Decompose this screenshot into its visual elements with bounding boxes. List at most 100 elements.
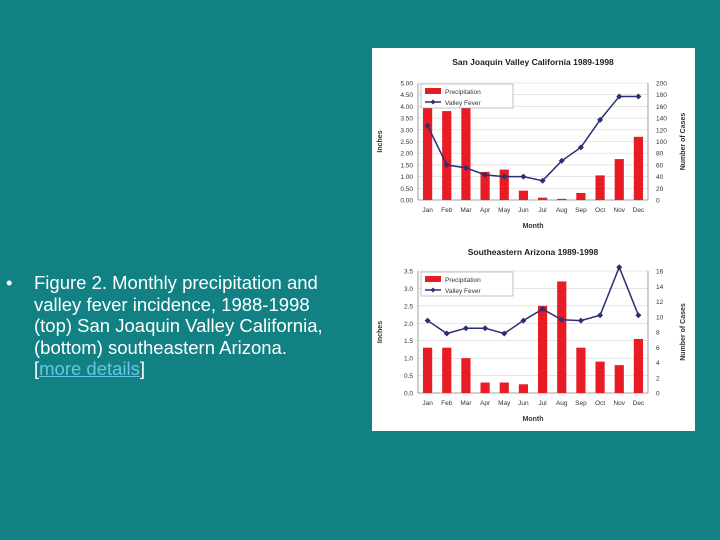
- precipitation-bar: [518, 384, 529, 393]
- y-tick-label: 0.00: [400, 198, 413, 205]
- y2-tick-label: 200: [656, 81, 667, 88]
- y-tick-label: 1.0: [404, 356, 413, 363]
- x-tick-label: Jan: [422, 207, 433, 214]
- valley-fever-point: [482, 325, 489, 332]
- chart-san-joaquin: San Joaquin Valley California 1989-1998 0…: [377, 57, 687, 230]
- y2-tick-label: 2: [656, 375, 660, 382]
- x-tick-label: Mar: [460, 400, 472, 407]
- valley-fever-point: [443, 161, 450, 168]
- x-tick-label: Apr: [480, 400, 491, 407]
- valley-fever-point: [616, 93, 623, 100]
- precipitation-bar: [422, 92, 433, 200]
- precipitation-bar: [557, 281, 567, 393]
- legend-swatch-precipitation: [425, 276, 441, 282]
- x-axis-label: Month: [523, 223, 544, 230]
- x-tick-label: Aug: [556, 400, 568, 407]
- precipitation-bar: [499, 169, 509, 200]
- y2-tick-label: 6: [656, 345, 660, 352]
- precipitation-bar: [537, 197, 548, 200]
- y2-tick-label: 60: [656, 162, 664, 169]
- x-tick-label: Apr: [480, 207, 491, 214]
- y-axis-label: Inches: [377, 321, 384, 343]
- valley-fever-point: [520, 173, 527, 180]
- x-tick-label: Jul: [538, 400, 547, 407]
- x-tick-label: Feb: [441, 400, 453, 407]
- valley-fever-point: [616, 264, 623, 271]
- x-tick-label: Jun: [518, 400, 529, 407]
- valley-fever-point: [482, 171, 489, 178]
- more-details-link[interactable]: more details: [39, 358, 140, 379]
- precipitation-bar: [576, 347, 586, 393]
- y2-tick-label: 0: [656, 391, 660, 398]
- valley-fever-point: [635, 93, 642, 100]
- valley-fever-point: [539, 177, 546, 184]
- x-tick-label: Sep: [575, 400, 587, 407]
- y2-axis-label: Number of Cases: [680, 303, 687, 361]
- x-tick-label: May: [498, 400, 511, 407]
- figure-panel: San Joaquin Valley California 1989-1998 0…: [372, 48, 695, 431]
- x-tick-label: Oct: [595, 207, 605, 214]
- valley-fever-line: [427, 265, 640, 335]
- y-tick-label: 2.0: [404, 321, 413, 328]
- y2-tick-label: 40: [656, 174, 664, 181]
- precipitation-bar: [461, 358, 471, 393]
- x-tick-label: Jul: [538, 207, 547, 214]
- y-tick-label: 3.5: [404, 269, 413, 276]
- y-tick-label: 4.00: [400, 104, 413, 111]
- legend-label-precipitation: Precipitation: [445, 277, 481, 284]
- y2-tick-label: 0: [656, 198, 660, 205]
- y2-tick-label: 140: [656, 116, 667, 123]
- y2-tick-label: 10: [656, 314, 664, 321]
- legend-label-valley-fever: Valley Fever: [445, 288, 481, 295]
- y2-tick-label: 160: [656, 104, 667, 111]
- y-tick-label: 3.50: [400, 116, 413, 123]
- precipitation-bar: [557, 198, 567, 200]
- y2-tick-label: 100: [656, 139, 667, 146]
- y2-tick-label: 16: [656, 269, 664, 276]
- link-close-bracket: ]: [139, 358, 146, 379]
- chart-southeastern-arizona: Southeastern Arizona 1989-1998 0.0 0.5 1.0 1…: [377, 247, 687, 423]
- y2-tick-label: 120: [656, 127, 667, 134]
- valley-fever-point: [577, 144, 584, 151]
- precipitation-bar: [480, 171, 490, 200]
- valley-fever-point: [501, 173, 508, 180]
- x-axis-label: Month: [523, 416, 544, 423]
- valley-fever-point: [424, 122, 431, 129]
- y-tick-label: 1.50: [400, 162, 413, 169]
- y-tick-label: 2.00: [400, 151, 413, 158]
- y-tick-label: 3.0: [404, 286, 413, 293]
- link-open-bracket: [: [34, 358, 40, 379]
- y-tick-label: 1.00: [400, 174, 413, 181]
- precipitation-bar: [422, 347, 433, 393]
- x-tick-label: Dec: [633, 400, 645, 407]
- x-tick-label: Jun: [518, 207, 529, 214]
- y-tick-label: 3.00: [400, 127, 413, 134]
- y2-tick-label: 20: [656, 186, 664, 193]
- valley-fever-point: [462, 325, 469, 332]
- valley-fever-point: [501, 330, 508, 337]
- y2-tick-label: 12: [656, 299, 664, 306]
- y-tick-label: 0.50: [400, 186, 413, 193]
- chart-title: San Joaquin Valley California 1989-1998: [452, 57, 614, 67]
- precipitation-bar: [480, 382, 490, 393]
- y-tick-label: 1.5: [404, 338, 413, 345]
- precipitation-bar: [442, 347, 452, 393]
- y-tick-label: 4.50: [400, 92, 413, 99]
- precipitation-bar: [633, 136, 644, 200]
- x-tick-label: Nov: [613, 207, 625, 214]
- precipitation-bar: [595, 175, 605, 200]
- precipitation-bar: [518, 190, 529, 200]
- precipitation-bar: [576, 192, 586, 200]
- precipitation-bar: [537, 305, 548, 393]
- precipitation-bar: [499, 382, 509, 393]
- chart-title: Southeastern Arizona 1989-1998: [468, 247, 599, 257]
- y2-tick-label: 80: [656, 151, 664, 158]
- precipitation-bar: [614, 159, 624, 200]
- valley-fever-point: [635, 312, 642, 319]
- valley-fever-point: [539, 306, 546, 313]
- precipitation-bar: [633, 338, 644, 393]
- y-tick-label: 2.5: [404, 303, 413, 310]
- x-tick-label: Aug: [556, 207, 568, 214]
- y2-tick-label: 4: [656, 360, 660, 367]
- x-tick-label: Nov: [613, 400, 625, 407]
